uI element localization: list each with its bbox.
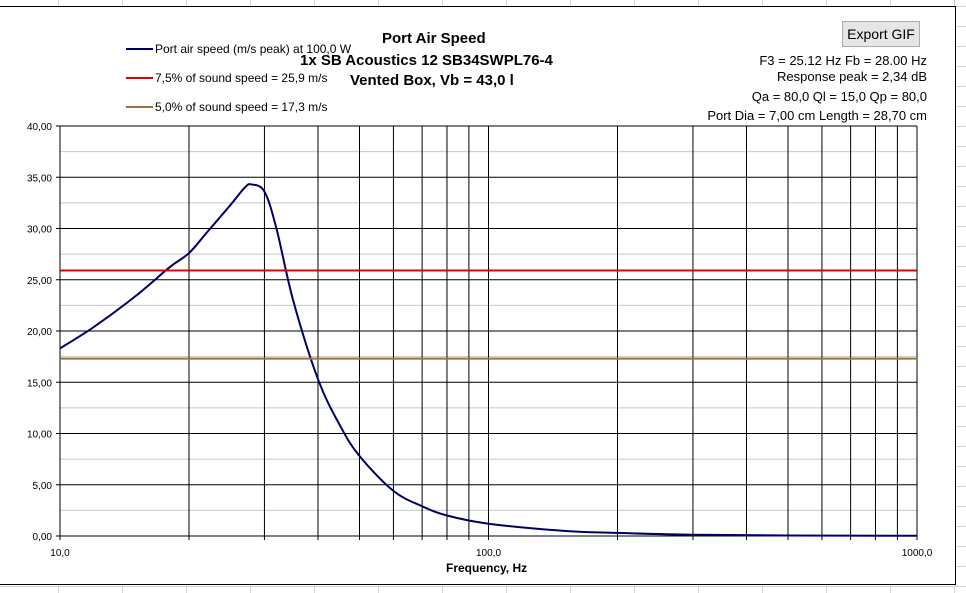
chart-area: 0,00 5,00 10,00 15,00 20,00 25,00 30,00 35,00 40… <box>0 6 956 585</box>
chart-subtitle-driver: 1x SB Acoustics 12 SB34SWPL76-4 <box>300 52 553 69</box>
x-tick-label: 10,0 <box>50 548 70 559</box>
y-tick-label: 5,00 <box>33 481 53 492</box>
export-gif-button[interactable]: Export GIF <box>842 21 920 47</box>
info-port: Port Dia = 7,00 cm Length = 28,70 cm <box>707 108 927 123</box>
y-tick-label: 0,00 <box>33 532 53 543</box>
x-tick-label: 100,0 <box>476 548 501 559</box>
chart-title: Port Air Speed <box>382 30 486 47</box>
series-line-0 <box>59 183 918 537</box>
chart-subtitle-box: Vented Box, Vb = 43,0 l <box>350 72 514 89</box>
plot-svg: 0,00 5,00 10,00 15,00 20,00 25,00 30,00 35,00 40… <box>27 42 933 559</box>
y-tick-label: 20,00 <box>27 327 52 338</box>
info-q-values: Qa = 80,0 Ql = 15,0 Qp = 80,0 <box>751 89 927 104</box>
legend-label-2: 5,0% of sound speed = 17,3 m/s <box>155 100 327 114</box>
legend-label-1: 7,5% of sound speed = 25,9 m/s <box>155 71 327 85</box>
y-tick-label: 25,00 <box>27 276 52 287</box>
info-f3-fb: F3 = 25.12 Hz Fb = 28.00 Hz <box>759 53 927 68</box>
y-tick-label: 10,00 <box>27 430 52 441</box>
y-tick-label: 40,00 <box>27 122 52 133</box>
y-tick-label: 30,00 <box>27 225 52 236</box>
y-tick-label: 15,00 <box>27 378 52 389</box>
x-axis-label: Frequency, Hz <box>446 561 528 575</box>
y-tick-label: 35,00 <box>27 173 52 184</box>
legend-label-0: Port air speed (m/s peak) at 100,0 W <box>155 42 352 56</box>
x-tick-label: 1000,0 <box>902 548 933 559</box>
info-response-peak: Response peak = 2,34 dB <box>777 69 927 84</box>
